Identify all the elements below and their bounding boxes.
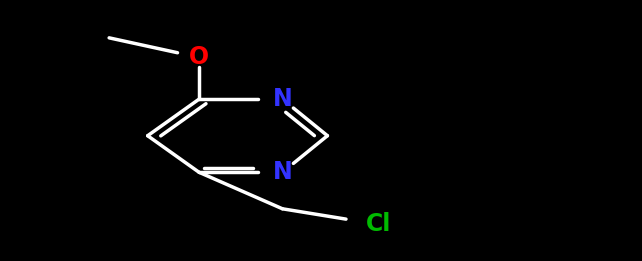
- Text: Cl: Cl: [366, 212, 392, 236]
- Text: O: O: [189, 45, 209, 69]
- Text: N: N: [273, 160, 292, 184]
- Text: N: N: [273, 87, 292, 111]
